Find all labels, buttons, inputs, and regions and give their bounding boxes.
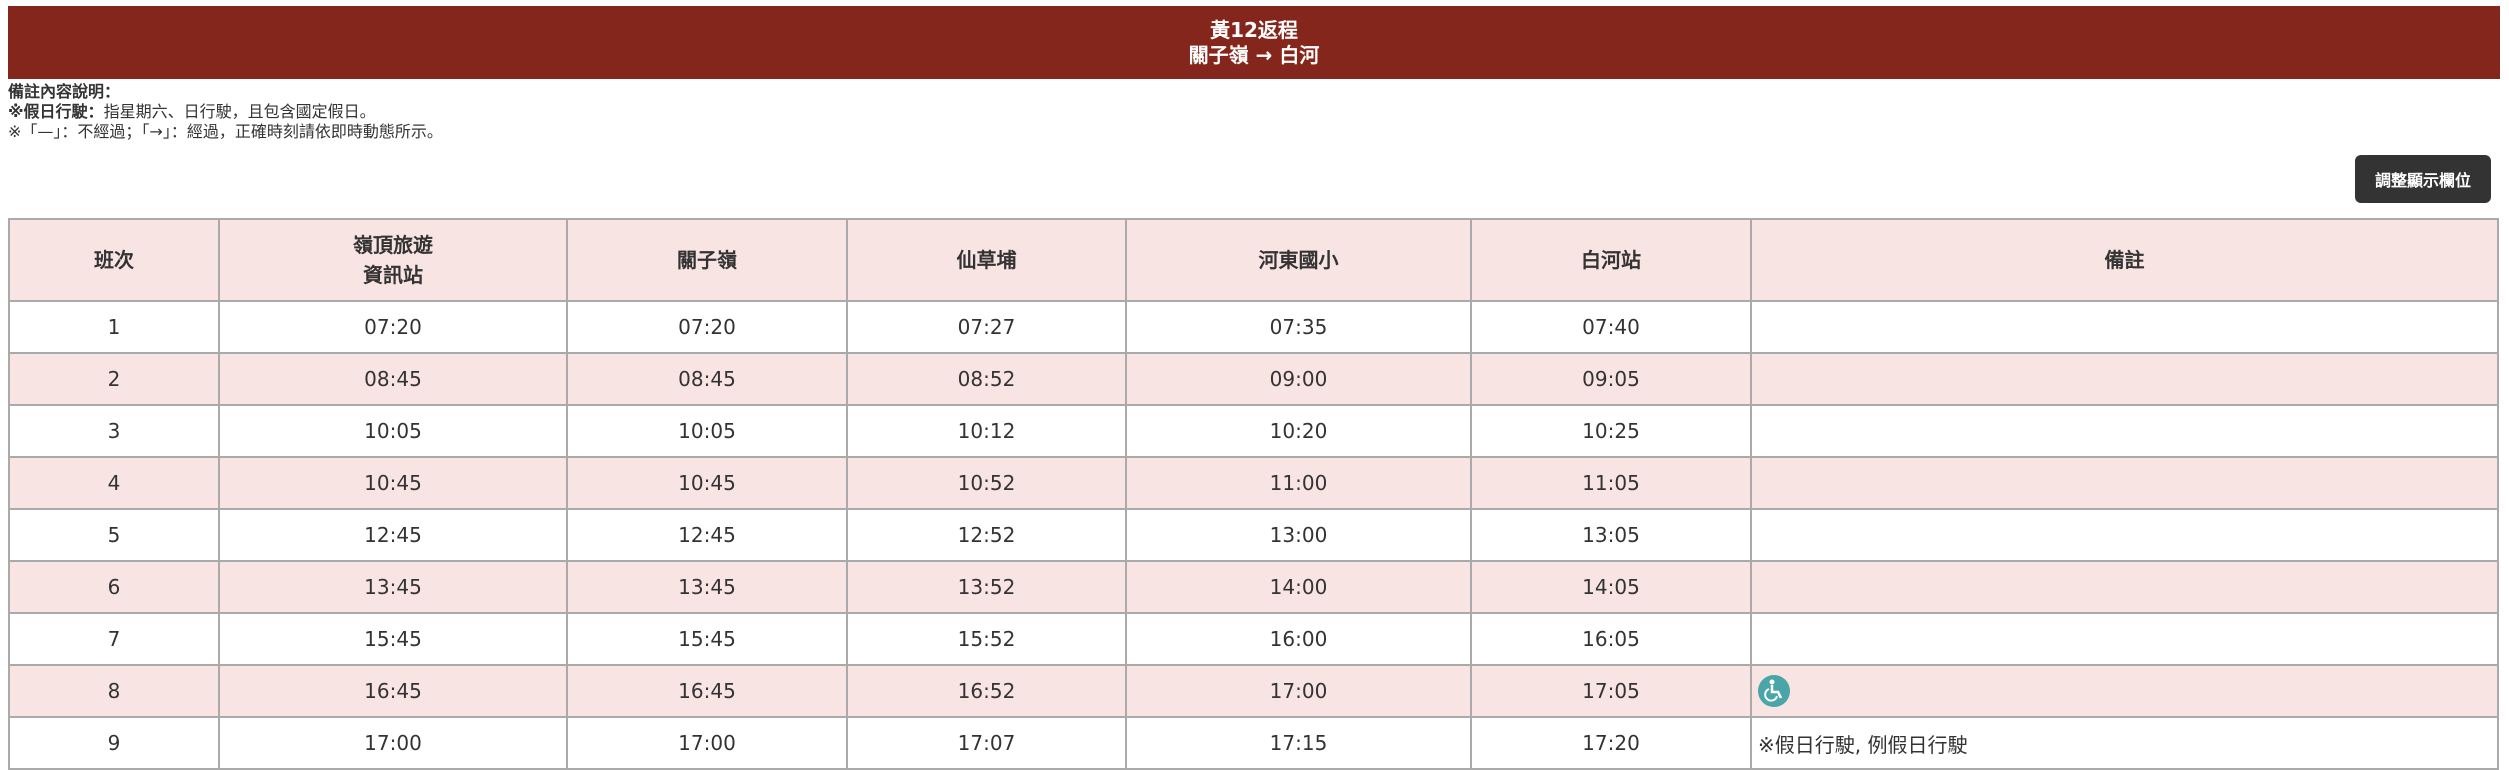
remarks-cell	[1750, 404, 2499, 458]
trip-number-cell: 6	[8, 560, 220, 614]
time-cell-lingding-info-station: 08:45	[218, 352, 568, 406]
table-row: 3 10:05 10:05 10:12 10:20 10:25	[8, 404, 2499, 458]
time-cell-xiancaopu: 16:52	[846, 664, 1127, 718]
note-symbols: ※「—」：不經過；「→」：經過，正確時刻請依即時動態所示。	[8, 122, 443, 141]
trip-number-cell: 4	[8, 456, 220, 510]
time-cell-xiancaopu: 12:52	[846, 508, 1127, 562]
trip-number-cell: 1	[8, 300, 220, 354]
column-header-guanziling: 關子嶺	[566, 218, 848, 302]
time-cell-xiancaopu: 15:52	[846, 612, 1127, 666]
time-cell-guanziling: 07:20	[566, 300, 848, 354]
time-cell-xiancaopu: 17:07	[846, 716, 1127, 770]
table-header-row: 班次 嶺頂旅遊 資訊站 關子嶺 仙草埔 河東國小 白河站 備註	[8, 218, 2499, 302]
trip-number-cell: 5	[8, 508, 220, 562]
timetable: 班次 嶺頂旅遊 資訊站 關子嶺 仙草埔 河東國小 白河站 備註 1 07:20 07:20 07:…	[8, 218, 2499, 770]
route-title-bar: 黃12返程 關子嶺 → 白河	[8, 6, 2500, 79]
time-cell-lingding-info-station: 17:00	[218, 716, 568, 770]
time-cell-guanziling: 13:45	[566, 560, 848, 614]
trip-number-cell: 8	[8, 664, 220, 718]
remarks-cell	[1750, 352, 2499, 406]
table-row: 2 08:45 08:45 08:52 09:00 09:05	[8, 352, 2499, 406]
time-cell-baihe-station: 09:05	[1470, 352, 1752, 406]
time-cell-baihe-station: 13:05	[1470, 508, 1752, 562]
time-cell-baihe-station: 10:25	[1470, 404, 1752, 458]
route-name: 黃12返程	[1210, 17, 1298, 42]
time-cell-guanziling: 15:45	[566, 612, 848, 666]
trip-number-cell: 2	[8, 352, 220, 406]
notes-section: 備註內容說明： ※假日行駛：指星期六、日行駛，且包含國定假日。 ※「—」：不經過…	[8, 82, 443, 142]
remarks-cell	[1750, 508, 2499, 562]
column-header-xiancaopu: 仙草埔	[846, 218, 1127, 302]
table-row: 8 16:45 16:45 16:52 17:00 17:05	[8, 664, 2499, 718]
remarks-cell	[1750, 456, 2499, 510]
table-row: 6 13:45 13:45 13:52 14:00 14:05	[8, 560, 2499, 614]
time-cell-lingding-info-station: 15:45	[218, 612, 568, 666]
column-header-hedong-elementary: 河東國小	[1125, 218, 1472, 302]
time-cell-guanziling: 17:00	[566, 716, 848, 770]
time-cell-xiancaopu: 13:52	[846, 560, 1127, 614]
time-cell-lingding-info-station: 07:20	[218, 300, 568, 354]
trip-number-cell: 9	[8, 716, 220, 770]
time-cell-hedong-elementary: 14:00	[1125, 560, 1472, 614]
time-cell-hedong-elementary: 09:00	[1125, 352, 1472, 406]
time-cell-lingding-info-station: 10:05	[218, 404, 568, 458]
column-header-baihe-station: 白河站	[1470, 218, 1752, 302]
time-cell-hedong-elementary: 10:20	[1125, 404, 1472, 458]
notes-heading: 備註內容說明：	[8, 82, 121, 101]
time-cell-baihe-station: 07:40	[1470, 300, 1752, 354]
table-row: 4 10:45 10:45 10:52 11:00 11:05	[8, 456, 2499, 510]
trip-number-cell: 3	[8, 404, 220, 458]
column-header-lingding-info-station: 嶺頂旅遊 資訊站	[218, 218, 568, 302]
time-cell-lingding-info-station: 10:45	[218, 456, 568, 510]
time-cell-guanziling: 08:45	[566, 352, 848, 406]
time-cell-xiancaopu: 08:52	[846, 352, 1127, 406]
column-header-trip-number: 班次	[8, 218, 220, 302]
time-cell-hedong-elementary: 17:00	[1125, 664, 1472, 718]
time-cell-guanziling: 12:45	[566, 508, 848, 562]
table-row: 5 12:45 12:45 12:52 13:00 13:05	[8, 508, 2499, 562]
remarks-cell	[1750, 560, 2499, 614]
time-cell-baihe-station: 17:20	[1470, 716, 1752, 770]
time-cell-guanziling: 16:45	[566, 664, 848, 718]
time-cell-baihe-station: 16:05	[1470, 612, 1752, 666]
time-cell-lingding-info-station: 16:45	[218, 664, 568, 718]
table-row: 7 15:45 15:45 15:52 16:00 16:05	[8, 612, 2499, 666]
remarks-cell	[1750, 612, 2499, 666]
time-cell-hedong-elementary: 17:15	[1125, 716, 1472, 770]
time-cell-guanziling: 10:45	[566, 456, 848, 510]
note-holiday: ※假日行駛：指星期六、日行駛，且包含國定假日。	[8, 102, 443, 122]
time-cell-xiancaopu: 07:27	[846, 300, 1127, 354]
time-cell-guanziling: 10:05	[566, 404, 848, 458]
trip-number-cell: 7	[8, 612, 220, 666]
time-cell-hedong-elementary: 16:00	[1125, 612, 1472, 666]
time-cell-hedong-elementary: 11:00	[1125, 456, 1472, 510]
remarks-cell	[1750, 664, 2499, 718]
route-direction: 關子嶺 → 白河	[1188, 42, 1320, 67]
time-cell-baihe-station: 17:05	[1470, 664, 1752, 718]
remarks-cell	[1750, 300, 2499, 354]
table-row: 1 07:20 07:20 07:27 07:35 07:40	[8, 300, 2499, 354]
time-cell-lingding-info-station: 12:45	[218, 508, 568, 562]
time-cell-xiancaopu: 10:12	[846, 404, 1127, 458]
adjust-columns-button[interactable]: 調整顯示欄位	[2355, 155, 2491, 203]
time-cell-baihe-station: 11:05	[1470, 456, 1752, 510]
time-cell-lingding-info-station: 13:45	[218, 560, 568, 614]
column-header-remarks: 備註	[1750, 218, 2499, 302]
time-cell-hedong-elementary: 07:35	[1125, 300, 1472, 354]
note-holiday-label: ※假日行駛：	[8, 102, 104, 121]
time-cell-xiancaopu: 10:52	[846, 456, 1127, 510]
time-cell-hedong-elementary: 13:00	[1125, 508, 1472, 562]
remarks-cell: ※假日行駛, 例假日行駛	[1750, 716, 2499, 770]
table-row: 9 17:00 17:00 17:07 17:15 17:20 ※假日行駛, 例假日行駛	[8, 716, 2499, 770]
time-cell-baihe-station: 14:05	[1470, 560, 1752, 614]
note-holiday-text: 指星期六、日行駛，且包含國定假日。	[103, 102, 376, 121]
wheelchair-accessible-icon	[1758, 675, 1790, 707]
